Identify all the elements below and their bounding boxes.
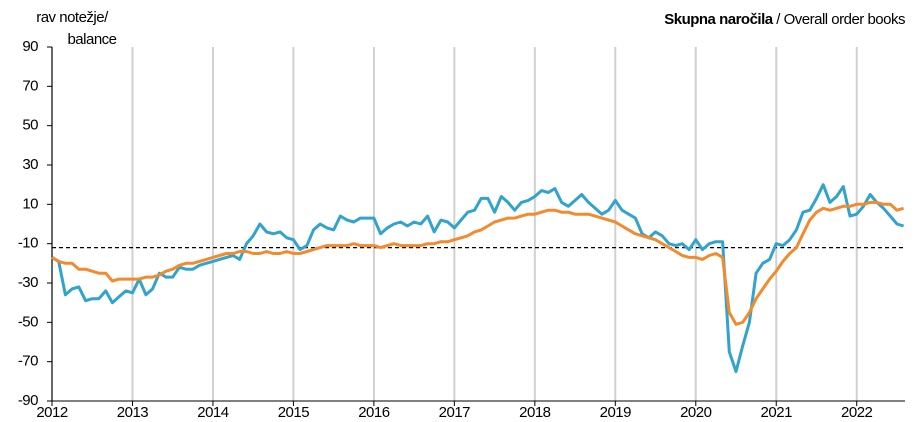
x-tick-label: 2021: [761, 404, 793, 421]
y-tick-label: 50: [22, 117, 38, 134]
x-tick-label: 2015: [278, 404, 310, 421]
y-tick-label: -90: [18, 392, 38, 409]
y-tick-label: -50: [18, 313, 38, 330]
x-tick-label: 2020: [680, 404, 712, 421]
x-tick-label: 2019: [600, 404, 632, 421]
series-line: [51, 200, 905, 326]
x-tick-label: 2018: [519, 404, 551, 421]
series-line: [51, 183, 905, 373]
chart-title: Skupna naročila / Overall order books: [664, 11, 905, 28]
x-tick-label: 2022: [841, 404, 873, 421]
subtitle: / Overall order books: [776, 11, 905, 28]
y-tick-label: 30: [22, 156, 38, 173]
y-tick-label: 70: [22, 77, 38, 94]
y-tick-label: 90: [22, 38, 38, 55]
x-tick-label: 2012: [36, 404, 68, 421]
y-tick-label: -70: [18, 353, 38, 370]
x-tick-label: 2016: [358, 404, 390, 421]
x-tick-label: 2014: [197, 404, 229, 421]
y-tick-label: -10: [18, 235, 38, 252]
y-axis-label: balance: [67, 31, 116, 48]
x-tick-label: 2017: [439, 404, 471, 421]
y-axis-label: rav notežje/: [36, 9, 109, 26]
y-tick-label: -30: [18, 274, 38, 291]
title: Skupna naročila: [664, 11, 774, 28]
x-tick-label: 2013: [117, 404, 149, 421]
y-tick-label: 10: [22, 195, 38, 212]
